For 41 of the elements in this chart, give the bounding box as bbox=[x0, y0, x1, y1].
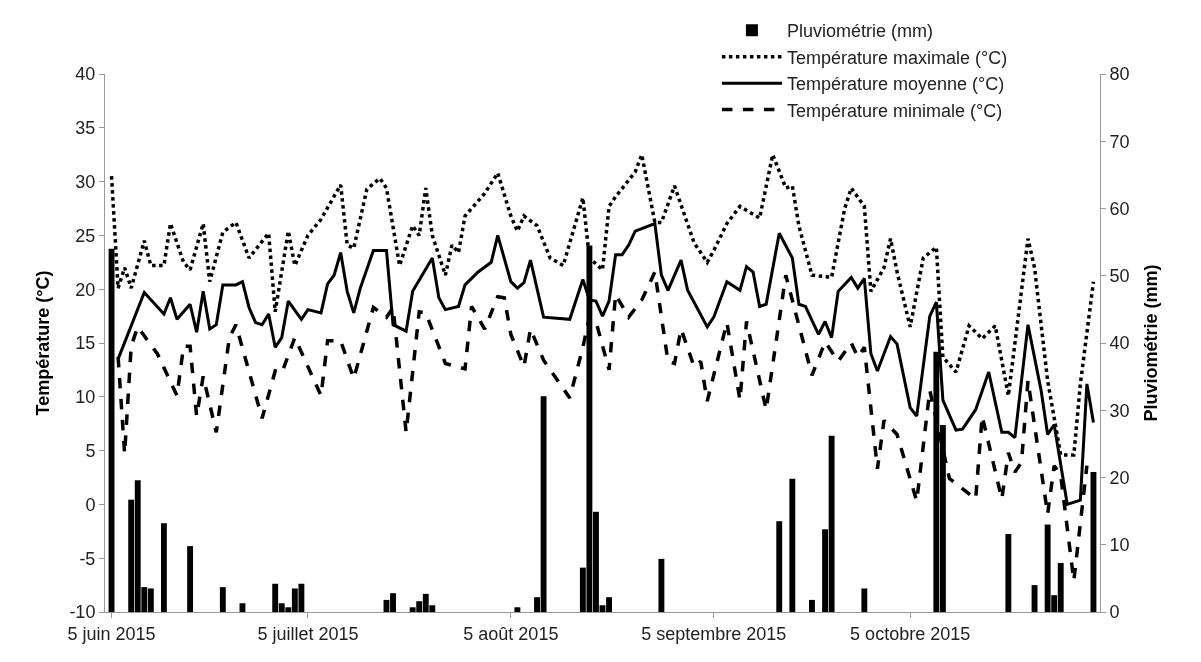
y2-tick-label: 50 bbox=[1109, 266, 1130, 287]
y2-tick-label: 30 bbox=[1109, 400, 1130, 421]
bar bbox=[809, 599, 815, 612]
y-tick-label: -5 bbox=[79, 548, 96, 569]
y-tick-label: 0 bbox=[85, 494, 96, 515]
y-tick-label: 30 bbox=[75, 171, 96, 192]
y2-tick-label: 40 bbox=[1109, 333, 1130, 354]
bar bbox=[160, 523, 167, 612]
y-tick-label: 25 bbox=[75, 225, 96, 246]
y2-tick-label: 60 bbox=[1109, 198, 1130, 219]
y-tick-label: 10 bbox=[75, 387, 96, 408]
bar bbox=[187, 546, 194, 612]
legend-label: Température minimale (°C) bbox=[786, 100, 1003, 121]
bar bbox=[861, 588, 868, 612]
y-axis-title: Température (°C) bbox=[32, 270, 53, 416]
x-tick-label: 5 septembre 2015 bbox=[641, 623, 787, 644]
legend-label: Pluviométrie (mm) bbox=[786, 21, 933, 42]
y-tick-label: 35 bbox=[75, 118, 96, 139]
bar bbox=[1005, 533, 1012, 612]
bar bbox=[776, 521, 783, 612]
y-tick-label: 5 bbox=[85, 440, 96, 461]
x-tick-label: 5 août 2015 bbox=[463, 623, 559, 644]
y2-axis-title: Pluviométrie (mm) bbox=[1140, 264, 1161, 422]
y-tick-label: -10 bbox=[69, 602, 96, 623]
x-tick-label: 5 octobre 2015 bbox=[850, 623, 971, 644]
y2-tick-label: 80 bbox=[1109, 64, 1130, 85]
y2-tick-label: 10 bbox=[1109, 535, 1130, 556]
bar bbox=[514, 607, 521, 612]
x-tick-label: 5 juin 2015 bbox=[67, 623, 156, 644]
bar bbox=[658, 558, 665, 612]
y-tick-label: 20 bbox=[75, 279, 96, 300]
x-tick-label: 5 juillet 2015 bbox=[257, 623, 359, 644]
legend-label: Température moyenne (°C) bbox=[786, 74, 1005, 95]
y2-tick-label: 20 bbox=[1109, 467, 1130, 488]
y2-tick-label: 70 bbox=[1109, 131, 1130, 152]
y-tick-label: 15 bbox=[75, 333, 96, 354]
bar bbox=[219, 587, 226, 612]
bar bbox=[789, 478, 796, 612]
y2-tick-label: 0 bbox=[1109, 602, 1120, 623]
legend-label: Température maximale (°C) bbox=[786, 47, 1008, 68]
y-tick-label: 40 bbox=[75, 64, 96, 85]
